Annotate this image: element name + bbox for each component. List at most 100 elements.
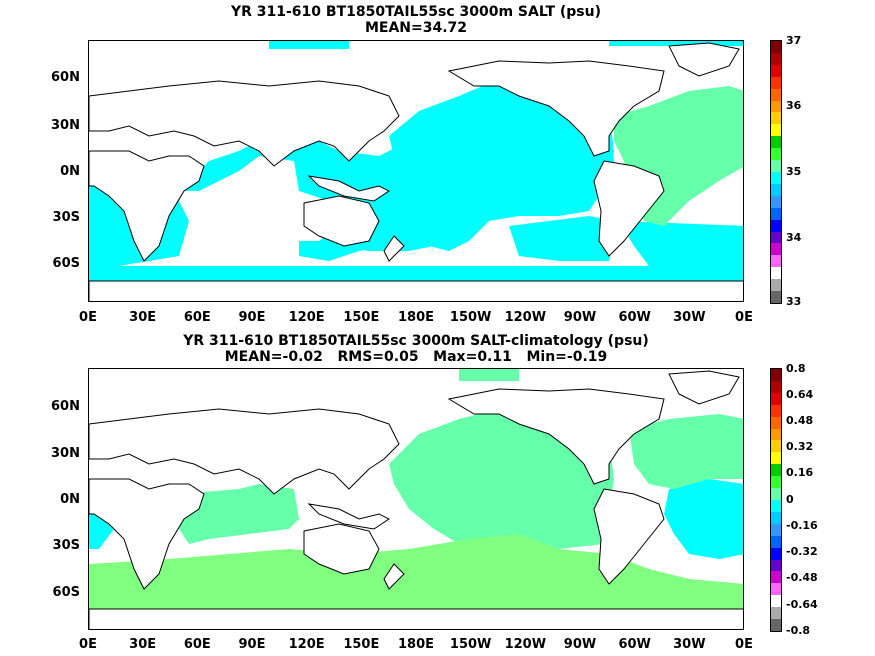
bottom-colorbar-segment: [771, 416, 781, 429]
top-xlabel-1: 30E: [129, 310, 157, 325]
top-map-stats: MEAN=34.72: [364, 20, 468, 36]
bottom-xlabel-7: 150W: [449, 637, 492, 652]
top-continents: [89, 42, 743, 301]
top-xlabel-7: 150W: [449, 310, 492, 325]
top-colorbar-segment: [771, 183, 781, 196]
top-xlabel-0: 0E: [79, 310, 97, 325]
bottom-cbar-label-2: 0.48: [786, 414, 814, 427]
top-map-plot: [88, 40, 744, 302]
bottom-new-zealand: [383, 563, 405, 590]
top-colorbar-segment: [771, 64, 781, 77]
bottom-colorbar-segment: [771, 607, 781, 620]
bottom-ylabel-60n: 60N: [51, 399, 80, 414]
top-colorbar-segment: [771, 267, 781, 280]
bottom-colorbar-segment: [771, 440, 781, 453]
bottom-xlabel-12: 0E: [735, 637, 753, 652]
bottom-cbar-label-7: -0.32: [786, 545, 818, 558]
top-colorbar-segment: [771, 76, 781, 89]
bottom-colorbar-segment: [771, 583, 781, 596]
bottom-colorbar: [770, 368, 782, 632]
top-ylabel-30n: 30N: [51, 118, 80, 133]
bottom-arctic-strip: [459, 369, 519, 381]
top-ylabel-0n: 0N: [60, 164, 80, 179]
top-cbar-label-37: 37: [786, 34, 802, 47]
top-xlabel-3: 90E: [238, 310, 266, 325]
top-xlabel-11: 30W: [673, 310, 706, 325]
top-arctic-strip-2: [609, 41, 743, 46]
top-colorbar-segment: [771, 88, 781, 101]
bottom-xlabel-9: 90W: [563, 637, 597, 652]
bottom-xlabel-0: 0E: [79, 637, 97, 652]
top-colorbar-segment: [771, 171, 781, 184]
bottom-cbar-label-6: -0.16: [786, 519, 818, 532]
top-colorbar-segment: [771, 243, 781, 256]
top-colorbar-segment: [771, 148, 781, 161]
top-colorbar-segment: [771, 136, 781, 149]
bottom-north-america: [447, 388, 665, 485]
bottom-xlabel-10: 60W: [618, 637, 651, 652]
top-xlabel-12: 0E: [735, 310, 753, 325]
top-colorbar-segment: [771, 291, 781, 303]
bottom-xlabel-3: 90E: [238, 637, 266, 652]
top-colorbar-segment: [771, 279, 781, 292]
bottom-xlabel-2: 60E: [183, 637, 211, 652]
bottom-colorbar-segment: [771, 452, 781, 465]
bottom-colorbar-segment: [771, 404, 781, 417]
top-south-america: [593, 160, 665, 257]
bottom-indian-ocean: [179, 484, 299, 544]
bottom-xlabel-4: 120E: [288, 637, 325, 652]
bottom-xlabel-1: 30E: [129, 637, 157, 652]
bottom-cbar-label-10: -0.8: [786, 624, 811, 637]
bottom-colorbar-segment: [771, 380, 781, 393]
bottom-ylabel-30s: 30S: [52, 538, 80, 553]
bottom-map-plot: [88, 368, 744, 630]
bottom-colorbar-segment: [771, 476, 781, 489]
bottom-cbar-label-4: 0.16: [786, 466, 814, 479]
top-australia: [303, 195, 380, 247]
top-colorbar-segment: [771, 52, 781, 65]
top-map-svg: [89, 41, 743, 301]
top-pacific-ocean: [389, 79, 614, 231]
top-new-zealand: [383, 235, 405, 262]
bottom-colorbar-segment: [771, 428, 781, 441]
bottom-xlabel-5: 150E: [343, 637, 380, 652]
bottom-colorbar-segment: [771, 619, 781, 631]
top-north-america: [447, 60, 665, 157]
top-indonesia: [307, 175, 390, 202]
top-xlabel-6: 180E: [397, 310, 435, 325]
bottom-xlabel-6: 180E: [397, 637, 435, 652]
top-colorbar-segment: [771, 255, 781, 268]
bottom-colorbar-segment: [771, 464, 781, 477]
bottom-colorbar-segment: [771, 571, 781, 584]
bottom-cbar-label-9: -0.64: [786, 598, 818, 611]
bottom-map-svg: [89, 369, 743, 629]
bottom-southern-ocean: [89, 534, 743, 609]
top-colorbar-segment: [771, 100, 781, 113]
bottom-map-stats: MEAN=-0.02 RMS=0.05 Max=0.11 Min=-0.19: [224, 349, 608, 365]
top-asia-europe: [89, 80, 400, 167]
top-antarctica: [89, 280, 743, 301]
bottom-continents: [89, 370, 743, 629]
top-map-title: YR 311-610 BT1850TAIL55sc 3000m SALT (ps…: [230, 4, 601, 20]
bottom-map-title: YR 311-610 BT1850TAIL55sc 3000m SALT-cli…: [183, 333, 649, 349]
bottom-ylabel-60s: 60S: [52, 585, 80, 600]
top-xlabel-9: 90W: [563, 310, 597, 325]
bottom-colorbar-segment: [771, 547, 781, 560]
bottom-xlabel-8: 120W: [504, 637, 547, 652]
top-greenland: [668, 42, 740, 77]
top-xlabel-5: 150E: [343, 310, 380, 325]
bottom-antarctica: [89, 608, 743, 629]
top-xlabel-4: 120E: [288, 310, 325, 325]
top-xlabel-10: 60W: [618, 310, 651, 325]
bottom-south-america: [593, 488, 665, 585]
top-ylabel-60s: 60S: [52, 256, 80, 271]
top-colorbar-segment: [771, 231, 781, 244]
bottom-ylabel-30n: 30N: [51, 446, 80, 461]
top-ylabel-30s: 30S: [52, 210, 80, 225]
bottom-africa: [89, 478, 205, 590]
bottom-atlantic-north: [629, 414, 743, 489]
bottom-colorbar-segment: [771, 595, 781, 608]
top-arctic-strip: [269, 41, 349, 49]
bottom-colorbar-segment: [771, 559, 781, 572]
top-colorbar-segment: [771, 41, 781, 53]
